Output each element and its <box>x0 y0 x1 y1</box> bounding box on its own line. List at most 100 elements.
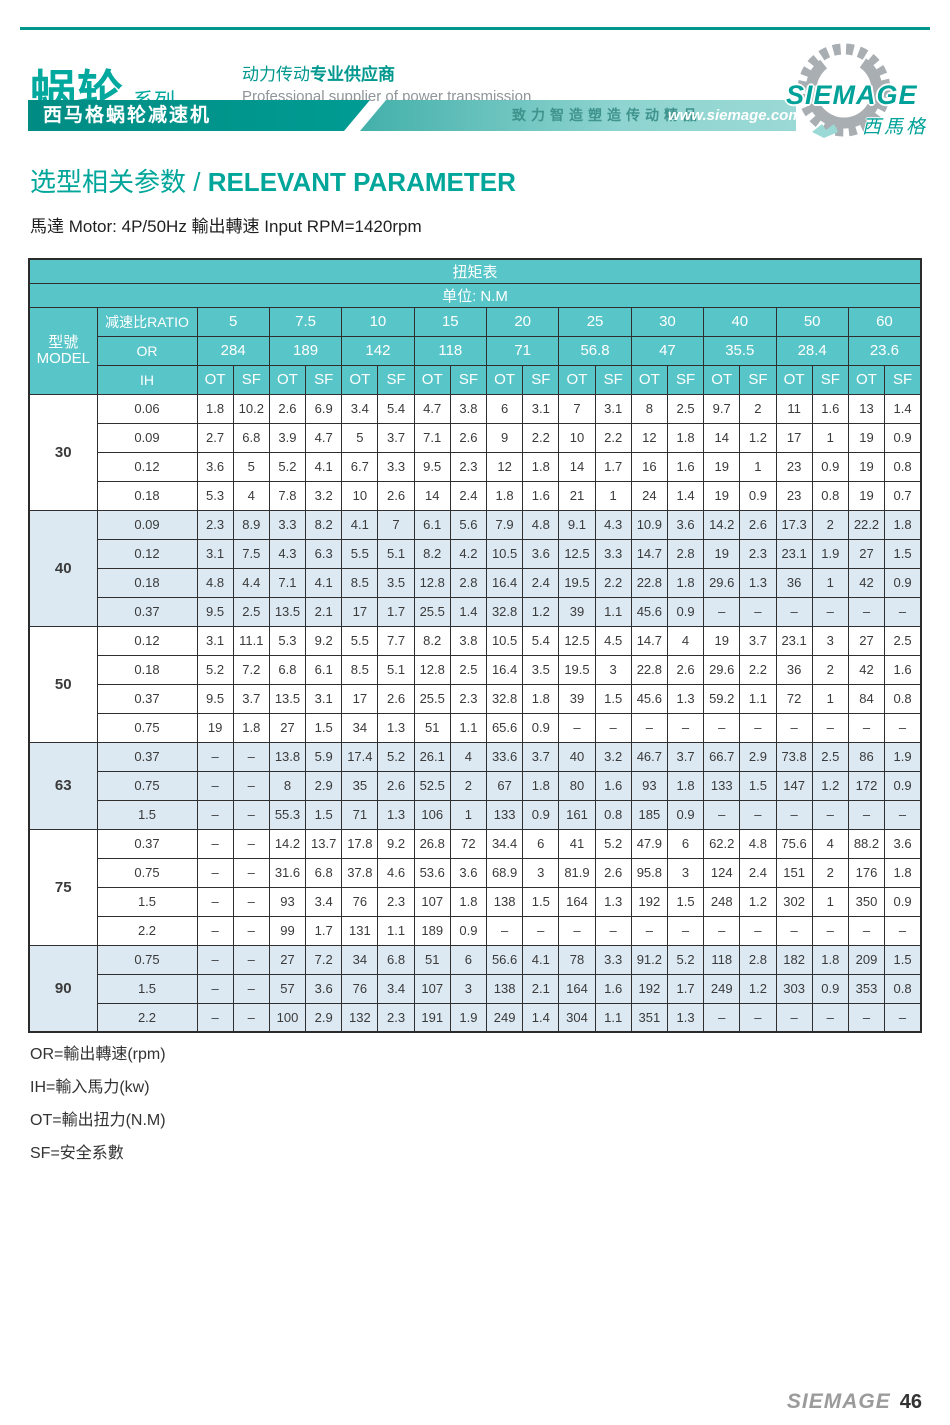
value-cell: 12.5 <box>558 625 596 656</box>
value-cell: 192 <box>630 886 668 917</box>
value-cell: 0.9 <box>522 799 560 830</box>
page-number: 46 <box>899 1391 922 1413</box>
value-cell: 29.6 <box>703 654 741 685</box>
value-cell: 6 <box>485 393 524 424</box>
value-cell: 75.6 <box>775 828 813 859</box>
value-cell: 3.4 <box>377 973 415 1004</box>
value-cell: 6.1 <box>305 654 343 685</box>
or-value: 56.8 <box>558 335 632 366</box>
value-cell: 19 <box>703 538 741 569</box>
table-row: 2.2– –100 2.9 132 2.3 191 1.9 249 1.4 304 1.1 351 1.… <box>29 1002 922 1033</box>
value-cell: – <box>703 712 741 743</box>
value-cell: 4.4 <box>232 567 270 598</box>
value-cell: 42 <box>847 567 886 598</box>
value-cell: 1.8 <box>232 712 270 743</box>
table-unit-row: 单位: N.M <box>28 282 922 308</box>
value-cell: 34 <box>341 712 379 743</box>
value-cell: 1.2 <box>739 973 777 1004</box>
value-cell: 0.9 <box>449 915 488 946</box>
value-cell: 3.6 <box>449 857 488 888</box>
value-cell: – <box>196 1002 234 1033</box>
value-cell: 12 <box>630 422 668 453</box>
value-cell: – <box>558 712 596 743</box>
value-cell: 1.5 <box>884 538 922 569</box>
value-cell: – <box>594 712 632 743</box>
slogan-cn-regular: 动力传动 <box>242 65 310 84</box>
table-row: 0.12 3.6 5 5.2 4.1 6.7 3.3 9.5 2.3 12 1.8 14 1.7 16 1.… <box>29 451 922 482</box>
value-cell: 161 <box>558 799 596 830</box>
value-cell: 1.5 <box>305 712 343 743</box>
value-cell: – <box>811 596 849 627</box>
value-cell: 5.3 <box>196 480 234 511</box>
value-cell: 1.3 <box>594 886 632 917</box>
value-cell: – <box>847 915 886 946</box>
ih-value-cell: 0.12 <box>96 451 198 482</box>
value-cell: 0.9 <box>666 799 705 830</box>
value-cell: 9.5 <box>196 596 234 627</box>
note-sf: SF=安全系數 <box>30 1145 124 1162</box>
value-cell: 2.2 <box>594 422 632 453</box>
torque-table-wrap: 扭矩表 单位: N.M 型號 MODEL 减速比RATIO 5 7.5 10 1… <box>28 258 922 1033</box>
value-cell: 1.6 <box>884 654 922 685</box>
value-cell: 2 <box>739 393 777 424</box>
website-link[interactable]: www.siemage.com <box>668 107 802 124</box>
or-value: 142 <box>341 335 415 366</box>
value-cell: 1.9 <box>449 1002 488 1033</box>
value-cell: 56.6 <box>485 944 524 975</box>
value-cell: 138 <box>485 886 524 917</box>
value-cell: 3.3 <box>377 451 415 482</box>
value-cell: 93 <box>268 886 307 917</box>
ot-label: OT <box>485 364 524 395</box>
ratio-value: 40 <box>703 306 777 337</box>
value-cell: 1.1 <box>377 915 415 946</box>
value-cell: 73.8 <box>775 741 813 772</box>
value-cell: 3.6 <box>884 828 922 859</box>
table-row: 1.5– –55.3 1.5 71 1.3 106 1 133 0.9 161 0.8 185 0.9–… <box>29 799 922 830</box>
value-cell: 107 <box>413 973 451 1004</box>
value-cell: 88.2 <box>847 828 886 859</box>
or-value: 118 <box>413 335 488 366</box>
value-cell: 2.3 <box>449 451 488 482</box>
value-cell: 5.4 <box>377 393 415 424</box>
value-cell: 9.2 <box>305 625 343 656</box>
value-cell: 53.6 <box>413 857 451 888</box>
value-cell: 51 <box>413 944 451 975</box>
value-cell: 19 <box>847 422 886 453</box>
value-cell: 2 <box>811 509 849 540</box>
value-cell: 304 <box>558 1002 596 1033</box>
ot-label: OT <box>268 364 307 395</box>
ratio-value: 25 <box>558 306 632 337</box>
value-cell: 7.1 <box>413 422 451 453</box>
value-cell: 8.2 <box>413 625 451 656</box>
value-cell: 2.7 <box>196 422 234 453</box>
ih-value-cell: 0.75 <box>96 857 198 888</box>
value-cell: 2.1 <box>522 973 560 1004</box>
value-cell: 23 <box>775 480 813 511</box>
page-footer: SIEMAGE 46 <box>787 1390 922 1414</box>
table-title-row: 扭矩表 <box>28 258 922 284</box>
value-cell: 1.5 <box>594 683 632 714</box>
value-cell: 351 <box>630 1002 668 1033</box>
ratio-label: 减速比RATIO <box>96 306 198 337</box>
value-cell: 2.4 <box>522 567 560 598</box>
value-cell: – <box>232 857 270 888</box>
ih-value-cell: 0.18 <box>96 654 198 685</box>
value-cell: 1.7 <box>666 973 705 1004</box>
value-cell: – <box>884 712 922 743</box>
value-cell: 0.7 <box>884 480 922 511</box>
ih-value-cell: 1.5 <box>96 799 198 830</box>
value-cell: 6 <box>666 828 705 859</box>
value-cell: 25.5 <box>413 683 451 714</box>
value-cell: 9.1 <box>558 509 596 540</box>
sf-label: SF <box>884 364 922 395</box>
value-cell: 22.2 <box>847 509 886 540</box>
value-cell: 10 <box>558 422 596 453</box>
value-cell: 3 <box>522 857 560 888</box>
value-cell: 6.3 <box>305 538 343 569</box>
value-cell: 81.9 <box>558 857 596 888</box>
value-cell: 6.1 <box>413 509 451 540</box>
value-cell: 2.3 <box>449 683 488 714</box>
ih-value-cell: 2.2 <box>96 1002 198 1033</box>
table-row: 0.18 5.2 7.2 6.8 6.1 8.5 5.1 12.8 2.5 16.4 3.5 19.5… <box>29 654 922 685</box>
value-cell: 303 <box>775 973 813 1004</box>
